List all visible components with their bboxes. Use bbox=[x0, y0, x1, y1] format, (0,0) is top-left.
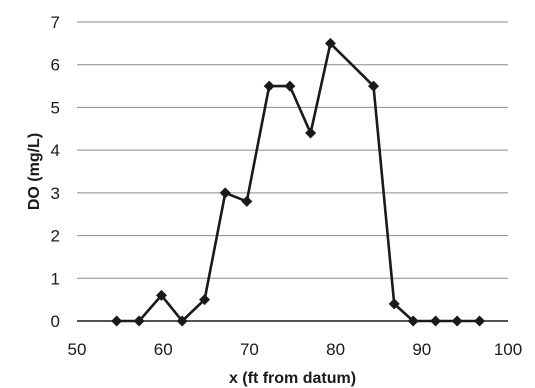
y-axis-title: DO (mg/L) bbox=[26, 133, 43, 210]
series-line bbox=[116, 42, 480, 323]
x-axis-title: x (ft from datum) bbox=[229, 370, 356, 387]
data-point bbox=[474, 315, 486, 327]
y-tick-label: 4 bbox=[51, 141, 60, 160]
x-tick-labels: 50 60 70 80 90 100 bbox=[68, 340, 523, 359]
x-tick-label: 80 bbox=[326, 340, 345, 359]
data-point bbox=[263, 80, 275, 92]
y-tick-label: 3 bbox=[51, 184, 60, 203]
data-point bbox=[368, 80, 380, 92]
data-point bbox=[133, 315, 145, 327]
data-point bbox=[111, 315, 123, 327]
data-point bbox=[305, 127, 317, 139]
x-tick-label: 90 bbox=[412, 340, 431, 359]
data-point bbox=[407, 315, 419, 327]
data-point bbox=[219, 187, 231, 199]
data-point bbox=[176, 315, 188, 327]
y-tick-label: 6 bbox=[51, 56, 60, 75]
y-tick-label: 7 bbox=[51, 13, 60, 32]
y-tick-label: 1 bbox=[51, 269, 60, 288]
series-group bbox=[111, 37, 486, 327]
data-point bbox=[430, 315, 442, 327]
y-tick-label: 5 bbox=[51, 98, 60, 117]
data-point bbox=[388, 298, 400, 310]
data-point bbox=[284, 80, 296, 92]
y-tick-label: 2 bbox=[51, 227, 60, 246]
data-point bbox=[241, 195, 253, 207]
x-tick-label: 60 bbox=[154, 340, 173, 359]
x-tick-label: 70 bbox=[240, 340, 259, 359]
data-point bbox=[155, 289, 167, 301]
data-point bbox=[451, 315, 463, 327]
data-point bbox=[199, 294, 211, 306]
x-tick-label: 50 bbox=[68, 340, 87, 359]
x-tick-label: 100 bbox=[494, 340, 522, 359]
data-point bbox=[324, 37, 336, 49]
y-tick-label: 0 bbox=[51, 312, 60, 331]
y-tick-labels: 0 1 2 3 4 5 6 7 bbox=[51, 13, 60, 331]
gridlines bbox=[77, 21, 508, 279]
